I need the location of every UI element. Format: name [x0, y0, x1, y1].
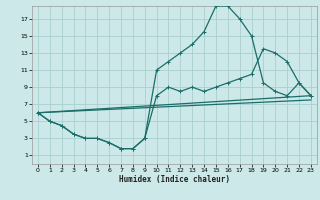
X-axis label: Humidex (Indice chaleur): Humidex (Indice chaleur)	[119, 175, 230, 184]
